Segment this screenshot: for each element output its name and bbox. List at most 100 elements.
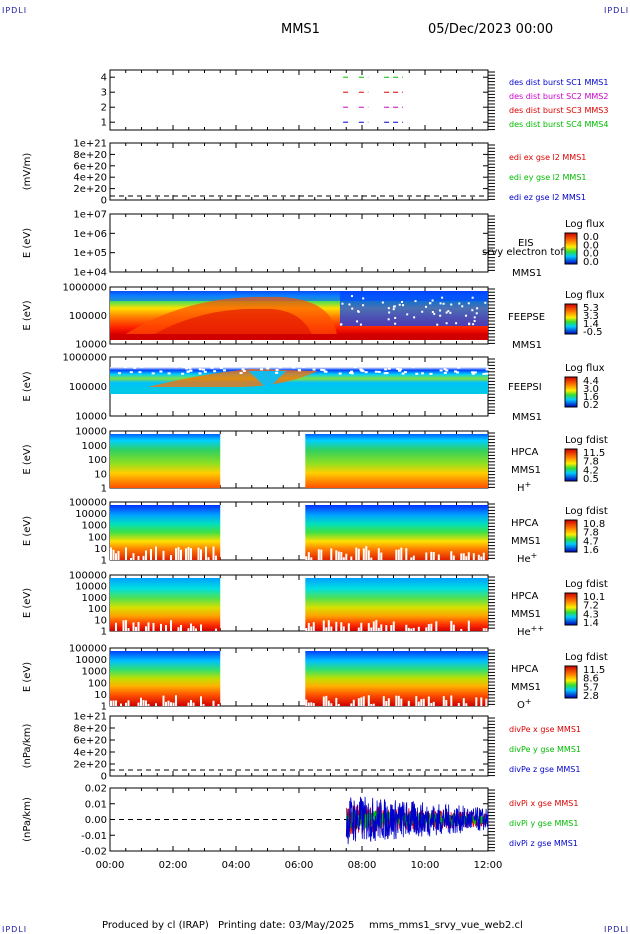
footer-printing-date: Printing date: 03/May/2025 <box>218 920 355 931</box>
hpca-gap <box>195 628 197 631</box>
colorbar-hpca_he <box>564 519 578 553</box>
feepsi-gap-dot <box>188 366 192 369</box>
y-tick-label-hpca_o: 10000 <box>75 655 107 666</box>
feepsi-gap-dot <box>133 366 137 369</box>
hpca-gap <box>305 699 308 706</box>
y-tick-label-divpe: 2e+20 <box>73 760 107 771</box>
feepsi-gap-dot <box>324 370 328 373</box>
feepsi-gap-dot <box>210 366 214 369</box>
hpca-gap <box>475 697 478 706</box>
hpca-gap <box>412 627 415 631</box>
hpca-gap <box>205 546 207 560</box>
feepsi-gap-dot <box>415 372 419 375</box>
y-tick-label-hpca_he: 1 <box>101 556 107 567</box>
x-tick-label: 08:00 <box>348 860 377 871</box>
feepse-gap-dot <box>351 307 354 310</box>
hpca-gap <box>142 555 145 560</box>
feepsi-gap-dot <box>182 366 186 369</box>
hpca-gap <box>115 700 117 706</box>
hpca-gap <box>170 620 172 631</box>
feepse-gap-dot <box>387 318 390 321</box>
feepse-gap-dot <box>394 322 397 325</box>
hpca-gap <box>362 548 365 560</box>
hpca-gap <box>452 555 455 560</box>
hpca-gap <box>110 700 112 706</box>
hpca-gap <box>200 624 202 631</box>
y-axis-label-feeps_electron: E (eV) <box>22 300 33 330</box>
legend-edi-2: edi ez gse l2 MMS1 <box>509 193 586 202</box>
hpca-gap <box>387 698 390 706</box>
feepse-gap-dot <box>473 320 476 323</box>
colorbar-hpca_hepp <box>564 592 578 626</box>
hpca-gap <box>322 620 325 631</box>
hpca-gap <box>357 548 360 560</box>
hpca-gap <box>125 702 127 706</box>
colorbar-tick-eis: 0.0 <box>583 232 599 243</box>
feepsi-gap-dot <box>203 370 207 373</box>
feepsi-gap-dot <box>374 370 378 373</box>
colorbar-title-hpca_o: Log fdist <box>565 652 608 663</box>
feepse-gap-dot <box>447 310 450 313</box>
hpca-gap <box>307 702 310 706</box>
hpca-gap <box>330 626 333 631</box>
hpca-gap <box>197 547 200 560</box>
hpca-gap <box>377 627 380 631</box>
panel-label-feepsi-sc: MMS1 <box>512 412 542 423</box>
hpca-gap <box>425 627 428 631</box>
hpca-gap <box>310 557 313 560</box>
y-tick-label-hpca_h: 10000 <box>75 427 107 438</box>
feepsi-gap-dot <box>439 369 443 372</box>
x-tick-label: 00:00 <box>96 860 125 871</box>
feepse-gap-dot <box>467 302 470 305</box>
feepsi-gap-dot <box>383 372 387 375</box>
hpca-gap <box>132 553 135 560</box>
hpca-gap <box>467 620 470 631</box>
y-tick-label-divpi: 0.00 <box>85 815 107 826</box>
hpca-gap <box>367 623 370 631</box>
y-tick-label-eis: 1e+06 <box>73 229 107 240</box>
hpca-gap <box>480 556 483 560</box>
hpca-gap <box>217 703 220 706</box>
feepsi-gap-dot <box>297 368 301 371</box>
feepse-gap-dot <box>340 323 343 326</box>
hpca-gap <box>432 701 435 706</box>
hpca-gap <box>372 703 375 706</box>
feepse-gap-dot <box>350 295 353 298</box>
hpca-gap <box>112 700 115 706</box>
hpca-gap <box>395 695 398 706</box>
species-label-hpca_he: He+ <box>517 551 537 565</box>
feepsi-gap-dot <box>138 371 142 374</box>
colorbar-tick-eis: 0.0 <box>583 257 599 268</box>
feepse-gap-dot <box>439 302 442 305</box>
hpca-gap <box>212 700 215 706</box>
y-tick-label-divpe: 6e+20 <box>73 736 107 747</box>
hpca-gap <box>162 695 165 706</box>
hpca-gap <box>142 700 145 706</box>
hpca-gap <box>215 555 217 560</box>
hpca-gap <box>327 620 330 631</box>
feepsi-gap-dot <box>322 369 326 372</box>
feepsi-gap-dot <box>111 365 115 368</box>
feepse-gap-dot <box>472 323 475 326</box>
hpca-gap <box>452 624 455 631</box>
colorbar-tick-feeps_electron: 3.3 <box>583 311 599 322</box>
feepsi-gap-dot <box>198 368 202 371</box>
feepse-gap-dot <box>424 305 427 308</box>
feepsi-gap-dot <box>219 366 223 369</box>
y-axis-label-hpca_he: E (eV) <box>22 516 33 546</box>
feepsi-gap-dot <box>239 372 243 375</box>
hpca-gap <box>462 553 465 560</box>
hpca-gap <box>480 697 483 706</box>
colorbar-tick-hpca_h: 7.8 <box>583 457 599 468</box>
hpca-gap <box>165 701 167 706</box>
hpca-gap <box>187 702 190 706</box>
hpca-gap <box>190 623 192 631</box>
feepsi-gap-dot <box>186 370 190 373</box>
hpca-gap <box>407 700 410 706</box>
legend-divpi-0: divPi x gse MMS1 <box>509 799 578 808</box>
colorbar-tick-hpca_he: 4.7 <box>583 536 599 547</box>
colorbar-tick-hpca_he: 1.6 <box>583 545 599 556</box>
panel-label-feepse: FEEPSE <box>508 312 545 323</box>
feepsi-gap-dot <box>278 366 282 369</box>
feepsi-gap-dot <box>443 371 447 374</box>
